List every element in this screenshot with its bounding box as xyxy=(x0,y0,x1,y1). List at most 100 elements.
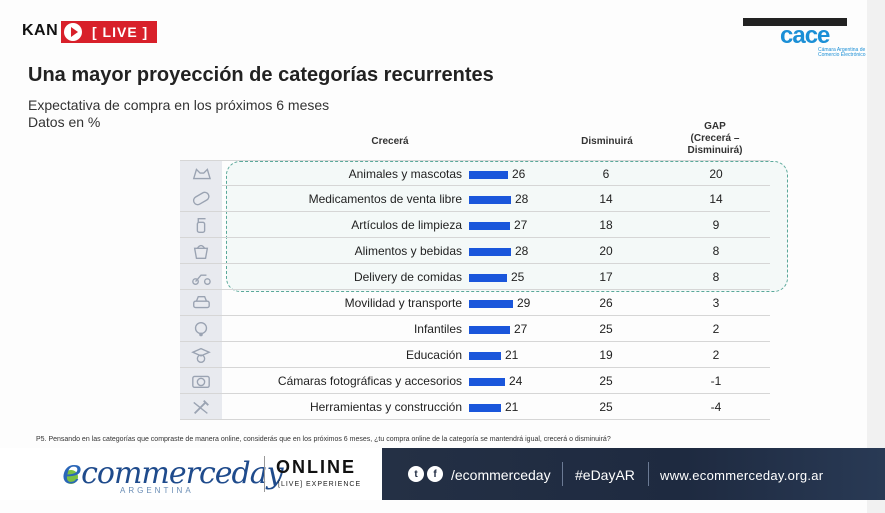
cleaning-spray-icon xyxy=(180,212,222,237)
crecera-value: 26 xyxy=(512,167,526,181)
category-label: Animales y mascotas xyxy=(348,167,462,181)
column-header-gap: GAP (Crecerá – Disminuirá) xyxy=(680,121,750,157)
grocery-bag-icon xyxy=(180,238,222,263)
slide-units: Datos en % xyxy=(28,114,101,130)
delivery-scooter-icon xyxy=(180,264,222,289)
gap-header-line: Disminuirá) xyxy=(687,145,743,156)
crecera-value: 27 xyxy=(514,218,528,232)
crecera-value: 24 xyxy=(509,374,523,388)
table-row: Animales y mascotas 26 6 20 xyxy=(180,160,770,186)
live-label: [ LIVE ] xyxy=(92,24,149,40)
play-icon xyxy=(64,23,82,41)
disminuira-value: 18 xyxy=(599,218,613,232)
online-label: ONLINE xyxy=(276,457,357,477)
banner-separator xyxy=(648,462,649,486)
banner-dark-panel xyxy=(382,448,885,500)
category-label: Alimentos y bebidas xyxy=(354,244,462,258)
crecera-bar xyxy=(469,378,505,386)
gap-value: 20 xyxy=(709,167,723,181)
crecera-bar xyxy=(469,222,510,230)
graduate-icon xyxy=(180,342,222,367)
category-table: Animales y mascotas 26 6 20 Medicamentos de … xyxy=(180,160,770,420)
live-experience-label: [LIVE] EXPERIENCE xyxy=(278,481,362,488)
crecera-bar xyxy=(469,300,513,308)
table-row: Cámaras fotográficas y accesorios 24 25 -1 xyxy=(180,368,770,394)
crecera-value: 28 xyxy=(515,244,529,258)
crecera-value: 29 xyxy=(517,296,531,310)
crecera-value: 21 xyxy=(505,400,519,414)
gap-value: 9 xyxy=(712,218,720,232)
category-label: Infantiles xyxy=(413,322,462,336)
social-icons: t f xyxy=(408,466,443,482)
banner-separator xyxy=(562,462,563,486)
pet-icon xyxy=(180,161,222,186)
gap-value: 3 xyxy=(712,296,720,310)
tools-icon xyxy=(180,394,222,419)
disminuira-value: 6 xyxy=(602,167,610,181)
disminuira-value: 25 xyxy=(599,322,613,336)
camera-icon xyxy=(180,368,222,393)
crecera-value: 25 xyxy=(511,270,525,284)
gap-value: 8 xyxy=(712,270,720,284)
table-row: Delivery de comidas 25 17 8 xyxy=(180,264,770,290)
category-label: Artículos de limpieza xyxy=(351,218,462,232)
category-label: Educación xyxy=(405,348,462,362)
table-row: Educación 21 19 2 xyxy=(180,342,770,368)
cace-wordmark: cace xyxy=(780,22,830,49)
crecera-bar xyxy=(469,352,501,360)
category-label: Herramientas y construcción xyxy=(309,400,462,414)
gap-header-line: GAP xyxy=(704,121,726,132)
table-row: Infantiles 27 25 2 xyxy=(180,316,770,342)
table-row: Artículos de limpieza 27 18 9 xyxy=(180,212,770,238)
channel-logo: KAN xyxy=(22,22,59,39)
window-edge xyxy=(867,0,885,513)
hashtag: #eDayAR xyxy=(575,467,635,483)
table-row: Medicamentos de venta libre 28 14 14 xyxy=(180,186,770,212)
category-label: Movilidad y transporte xyxy=(344,296,462,310)
live-badge: [ LIVE ] xyxy=(61,21,157,43)
car-icon xyxy=(180,290,222,315)
gap-header-line: (Crecerá – xyxy=(690,133,740,144)
crecera-bar xyxy=(469,326,510,334)
crecera-bar xyxy=(469,404,501,412)
baby-icon xyxy=(180,316,222,341)
footnote: P5. Pensando en las categorías que compr… xyxy=(36,436,611,443)
slide-title: Una mayor proyección de categorías recur… xyxy=(28,64,494,86)
crecera-bar xyxy=(469,274,507,282)
disminuira-value: 20 xyxy=(599,244,613,258)
disminuira-value: 25 xyxy=(599,374,613,388)
gap-value: 2 xyxy=(712,322,720,336)
globe-icon xyxy=(64,470,78,484)
top-right-bar xyxy=(743,18,847,26)
pill-icon xyxy=(180,186,222,211)
table-row: Movilidad y transporte 29 26 3 xyxy=(180,290,770,316)
gap-value: 14 xyxy=(709,192,723,206)
table-row: Alimentos y bebidas 28 20 8 xyxy=(180,238,770,264)
table-row: Herramientas y construcción 21 25 -4 xyxy=(180,394,770,420)
website-url: www.ecommerceday.org.ar xyxy=(660,468,824,483)
facebook-icon: f xyxy=(427,466,443,482)
crecera-value: 28 xyxy=(515,192,529,206)
crecera-value: 27 xyxy=(514,322,528,336)
slide-subtitle: Expectativa de compra en los próximos 6 … xyxy=(28,97,330,113)
gap-value: 2 xyxy=(712,348,720,362)
column-header-crecera: Crecerá xyxy=(371,136,409,147)
column-header-disminuira: Disminuirá xyxy=(581,136,633,147)
cace-subtitle: Cámara Argentina de Comercio Electrónico xyxy=(818,47,866,58)
crecera-bar xyxy=(469,248,511,256)
gap-value: 8 xyxy=(712,244,720,258)
country-label: ARGENTINA xyxy=(120,486,194,495)
disminuira-value: 14 xyxy=(599,192,613,206)
category-label: Medicamentos de venta libre xyxy=(308,192,462,206)
gap-value: -4 xyxy=(710,400,722,414)
crecera-value: 21 xyxy=(505,348,519,362)
crecera-bar xyxy=(469,171,508,179)
disminuira-value: 26 xyxy=(599,296,613,310)
gap-value: -1 xyxy=(710,374,722,388)
category-label: Delivery de comidas xyxy=(353,270,462,284)
cace-logo: cace Cámara Argentina de Comercio Electr… xyxy=(780,22,866,58)
banner-divider xyxy=(264,456,265,492)
ecommerceday-logo: ecommerceday xyxy=(62,452,284,492)
twitter-icon: t xyxy=(408,466,424,482)
disminuira-value: 19 xyxy=(599,348,613,362)
